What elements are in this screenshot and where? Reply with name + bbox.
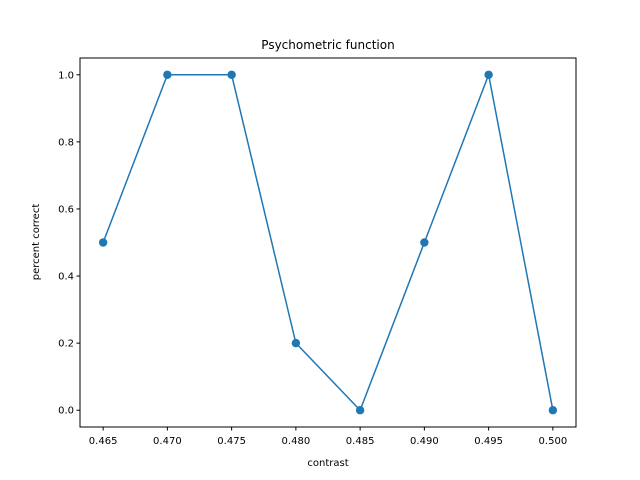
data-point	[548, 406, 558, 415]
plot-frame	[79, 57, 577, 428]
y-axis-ticks: 0.0 0.2 0.4 0.6 0.8 1.0	[58, 70, 80, 417]
y-tick-label: 0.2	[58, 339, 74, 350]
y-axis-label: percent correct	[31, 204, 42, 281]
x-tick-label: 0.490	[410, 436, 439, 447]
x-tick-label: 0.470	[153, 436, 182, 447]
x-tick-label: 0.500	[539, 436, 568, 447]
chart-title: Psychometric function	[261, 38, 394, 52]
data-point	[484, 70, 493, 79]
data-point	[227, 70, 236, 79]
x-axis-ticks: 0.465 0.470 0.475 0.480 0.485 0.490 0.495 0.500	[89, 427, 567, 447]
y-tick-label: 0.0	[58, 406, 74, 417]
y-tick-label: 0.4	[58, 272, 74, 283]
y-tick-label: 1.0	[58, 70, 74, 81]
x-tick-label: 0.495	[474, 436, 503, 447]
data-point	[291, 338, 301, 348]
y-tick-label: 0.8	[58, 137, 74, 148]
x-tick-label: 0.465	[89, 436, 118, 447]
series-layer	[98, 70, 558, 415]
x-tick-label: 0.480	[282, 436, 311, 447]
x-tick-label: 0.485	[346, 436, 375, 447]
data-point	[355, 406, 365, 415]
x-tick-label: 0.475	[217, 436, 246, 447]
data-point	[163, 70, 172, 79]
y-tick-label: 0.6	[58, 204, 74, 215]
data-point	[98, 238, 108, 247]
x-axis-label: contrast	[307, 458, 348, 469]
series-line	[102, 74, 554, 411]
data-point	[420, 238, 429, 247]
